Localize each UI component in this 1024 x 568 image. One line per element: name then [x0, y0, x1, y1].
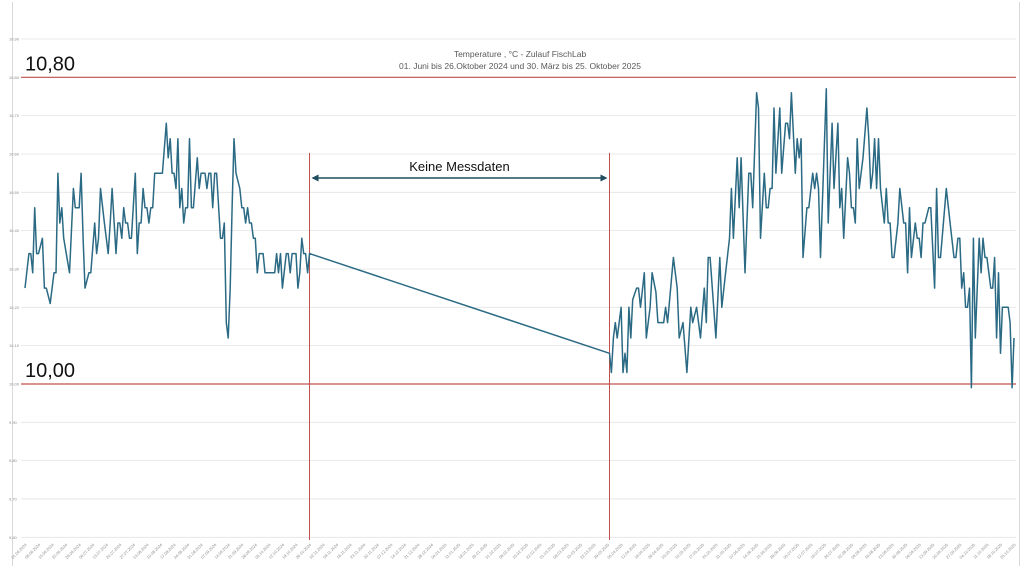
arrow-right-icon	[600, 174, 608, 182]
chart-subtitle: 01. Juni bis 26.Oktober 2024 und 30. Mär…	[399, 61, 641, 71]
series-line-temperature	[24, 88, 1015, 389]
arrow-left-icon	[311, 174, 319, 182]
y-tick-label: 9,80	[9, 458, 18, 463]
gap-annotation: Keine Messdaten	[309, 153, 610, 540]
y-tick-label: 9,90	[9, 420, 18, 425]
y-tick-label: 10,20	[9, 305, 20, 310]
y-tick-label: 10,00	[9, 381, 20, 386]
y-tick-label: 10,10	[9, 343, 20, 348]
y-tick-label: 10,30	[9, 266, 20, 271]
reference-label: 10,00	[25, 360, 75, 382]
y-tick-label: 10,80	[9, 75, 20, 80]
gap-label: Keine Messdaten	[409, 159, 509, 174]
y-tick-label: 10,90	[9, 37, 20, 42]
y-axis-ticks: 9,60 9,70 9,80 9,90 10,00 10,10 10,20 10,30 10,4…	[9, 37, 20, 540]
y-tick-label: 9,70	[9, 496, 18, 501]
y-tick-label: 10,70	[9, 113, 20, 118]
y-tick-label: 9,60	[9, 535, 18, 540]
x-axis-ticks: 01.06.202408.06.202415.06.202422.06.2024…	[10, 542, 1017, 560]
chart-title: Temperature , °C - Zulauf FischLab	[454, 49, 587, 59]
y-tick-label: 10,60	[9, 151, 20, 156]
reference-lines: 10,80 10,00	[21, 53, 1016, 385]
chart-frame	[12, 2, 1020, 566]
reference-label: 10,80	[25, 53, 75, 75]
y-tick-label: 10,40	[9, 228, 20, 233]
y-tick-label: 10,50	[9, 190, 20, 195]
